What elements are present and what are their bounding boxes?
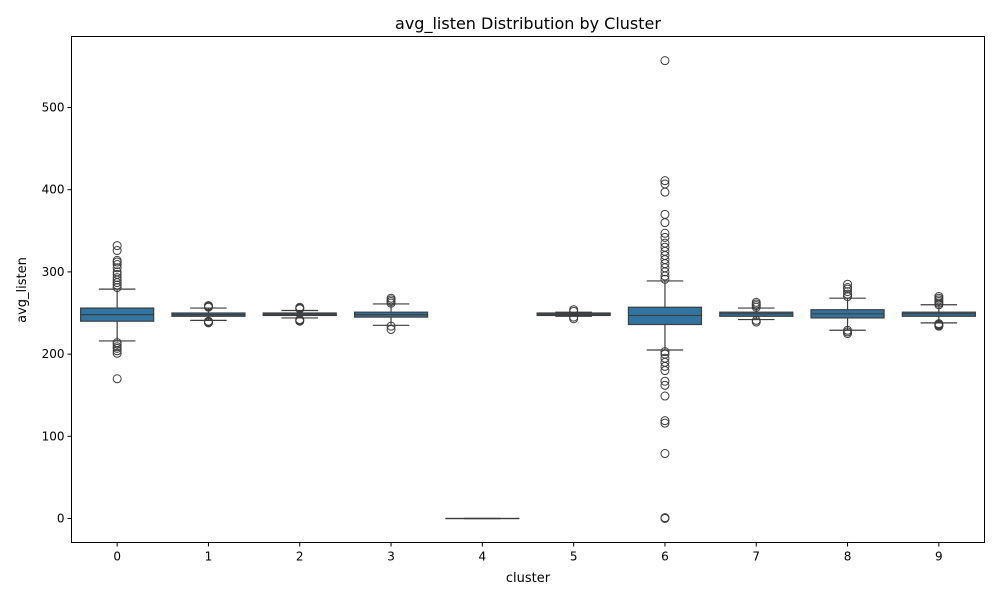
outlier-point bbox=[112, 267, 122, 277]
outlier-point bbox=[295, 302, 305, 312]
outlier-point bbox=[295, 315, 305, 325]
y-tick-label: 200 bbox=[42, 347, 65, 361]
outlier-point bbox=[660, 238, 670, 248]
x-tick-label: 3 bbox=[387, 550, 395, 564]
outlier-point bbox=[660, 176, 670, 186]
outlier-point bbox=[386, 321, 396, 331]
outlier-point bbox=[660, 391, 670, 401]
outlier-point bbox=[112, 280, 122, 290]
outlier-point bbox=[660, 209, 670, 219]
y-tick-label: 300 bbox=[42, 265, 65, 279]
outlier-point bbox=[934, 292, 944, 302]
outlier-point bbox=[112, 283, 122, 293]
x-tick-label: 7 bbox=[752, 550, 760, 564]
outlier-point bbox=[660, 56, 670, 66]
outlier-point bbox=[660, 242, 670, 252]
outlier-point bbox=[660, 274, 670, 284]
x-tick-label: 8 bbox=[844, 550, 852, 564]
x-tick-label: 2 bbox=[296, 550, 304, 564]
outlier-point bbox=[112, 255, 122, 265]
outlier-point bbox=[203, 301, 213, 311]
y-tick-label: 0 bbox=[57, 512, 65, 526]
x-tick-label: 0 bbox=[113, 550, 121, 564]
y-tick-label: 400 bbox=[42, 183, 65, 197]
outlier-point bbox=[112, 374, 122, 384]
outlier-point bbox=[660, 380, 670, 390]
outlier-point bbox=[660, 376, 670, 386]
x-tick-label: 5 bbox=[570, 550, 578, 564]
x-tick-label: 9 bbox=[935, 550, 943, 564]
outlier-point bbox=[112, 263, 122, 273]
outlier-point bbox=[660, 228, 670, 238]
outlier-point bbox=[660, 232, 670, 242]
outlier-point bbox=[660, 179, 670, 189]
outlier-point bbox=[843, 279, 853, 289]
outlier-point bbox=[934, 319, 944, 329]
y-axis-label: avg_listen bbox=[15, 257, 30, 323]
outlier-point bbox=[660, 513, 670, 523]
outlier-point bbox=[660, 416, 670, 426]
x-tick-label: 1 bbox=[205, 550, 213, 564]
outlier-point bbox=[112, 260, 122, 270]
outlier-point bbox=[660, 349, 670, 359]
outlier-point bbox=[751, 315, 761, 325]
outlier-point bbox=[660, 347, 670, 357]
outlier-point bbox=[660, 187, 670, 197]
x-axis-label: cluster bbox=[506, 571, 551, 586]
x-tick-label: 6 bbox=[661, 550, 669, 564]
outlier-point bbox=[843, 289, 853, 299]
outlier-point bbox=[660, 218, 670, 228]
outlier-point bbox=[751, 297, 761, 307]
outlier-point bbox=[112, 241, 122, 251]
outlier-point bbox=[386, 293, 396, 303]
outlier-point bbox=[203, 316, 213, 326]
outlier-point bbox=[569, 305, 579, 315]
outlier-point bbox=[660, 418, 670, 428]
outlier-point bbox=[386, 324, 396, 334]
outlier-point bbox=[112, 338, 122, 348]
outlier-point bbox=[112, 348, 122, 358]
y-tick-label: 500 bbox=[42, 101, 65, 115]
outlier-point bbox=[843, 283, 853, 293]
outlier-point bbox=[569, 312, 579, 322]
outlier-point bbox=[112, 269, 122, 279]
outlier-point bbox=[843, 287, 853, 297]
outlier-point bbox=[660, 449, 670, 459]
chart-title: avg_listen Distribution by Cluster bbox=[395, 14, 661, 34]
outlier-point bbox=[112, 273, 122, 283]
outlier-point bbox=[112, 342, 122, 352]
outlier-point bbox=[843, 292, 853, 302]
plot-area: 0 100 200 300 400 500 0 1 2 3 4 5 6 7 8 9 bbox=[42, 56, 976, 564]
outlier-point bbox=[660, 353, 670, 363]
plot-frame bbox=[71, 36, 985, 543]
x-tick-label: 4 bbox=[479, 550, 487, 564]
outlier-point bbox=[112, 246, 122, 256]
y-tick-label: 100 bbox=[42, 429, 65, 443]
outlier-point bbox=[843, 325, 853, 335]
